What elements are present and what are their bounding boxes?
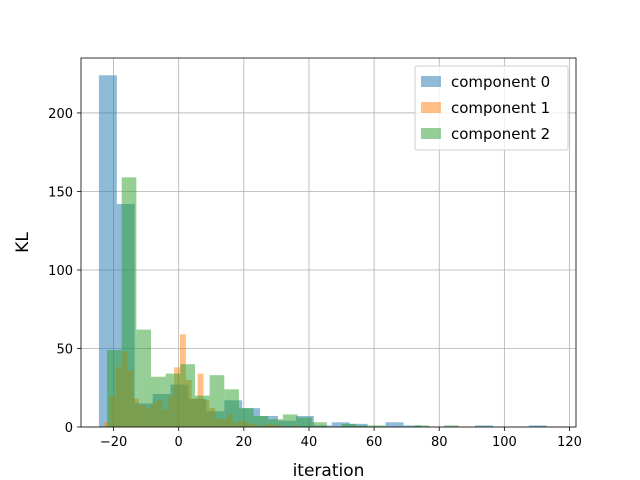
y-tick-label: 100 (48, 264, 73, 279)
plot-frame (80, 57, 577, 428)
legend-entry: component 2 (421, 125, 550, 143)
legend-swatch (421, 102, 441, 113)
x-tick-label: 100 (492, 435, 517, 450)
histogram-bar (224, 389, 239, 427)
histogram-bar (253, 416, 269, 427)
y-tick-label: 50 (56, 342, 73, 357)
histogram-bar (444, 425, 459, 427)
histogram-bar (268, 419, 283, 427)
x-tick-label: 80 (431, 435, 448, 450)
histogram-bar (165, 373, 181, 427)
histogram-bar (136, 329, 152, 427)
histogram-bar (209, 375, 225, 427)
legend-label: component 2 (451, 125, 550, 143)
y-tick-label: 200 (48, 107, 73, 122)
histogram-bar (331, 422, 350, 427)
histogram-bar (98, 75, 117, 427)
series-2-bars (107, 177, 459, 427)
histogram-bar (403, 425, 422, 427)
y-axis-label: KL (13, 232, 33, 253)
x-tick-label: 120 (557, 435, 582, 450)
x-tick-label: −20 (100, 435, 127, 450)
legend-entry: component 1 (421, 99, 550, 117)
legend: component 0 component 1 component 2 (414, 65, 569, 151)
histogram-bar (341, 423, 357, 427)
legend-swatch (421, 128, 441, 139)
x-axis-label: iteration (293, 461, 365, 480)
histogram-bar (356, 425, 371, 427)
histogram-bar (194, 395, 210, 427)
histogram-bar (385, 422, 404, 427)
histogram-bars (98, 75, 547, 427)
histogram-bar (312, 422, 327, 427)
x-tick-label: 60 (366, 435, 383, 450)
x-tick-label: 0 (175, 435, 183, 450)
histogram-bar (297, 417, 313, 427)
legend-entry: component 0 (421, 73, 550, 91)
legend-label: component 0 (451, 73, 550, 91)
legend-label: component 1 (451, 99, 550, 117)
y-axis-ticks: 0 50 100 150 200 (48, 107, 81, 436)
x-tick-label: 40 (301, 435, 318, 450)
histogram-bar (370, 425, 386, 427)
y-tick-label: 0 (65, 421, 73, 436)
histogram-bar (528, 425, 547, 427)
legend-box (414, 65, 569, 151)
histogram-bar (103, 422, 110, 427)
histogram-bar (282, 414, 298, 427)
histogram-bar (414, 425, 430, 427)
y-tick-label: 150 (48, 185, 73, 200)
x-axis-ticks: −20 0 20 40 60 80 100 120 (100, 427, 582, 450)
legend-swatch (421, 76, 441, 87)
histogram-bar (180, 364, 195, 427)
histogram-bar (151, 376, 166, 427)
histogram-bar (107, 350, 122, 427)
histogram-bar (475, 425, 493, 427)
histogram-bar (238, 408, 254, 427)
x-tick-label: 20 (236, 435, 253, 450)
histogram-bar (121, 177, 137, 427)
